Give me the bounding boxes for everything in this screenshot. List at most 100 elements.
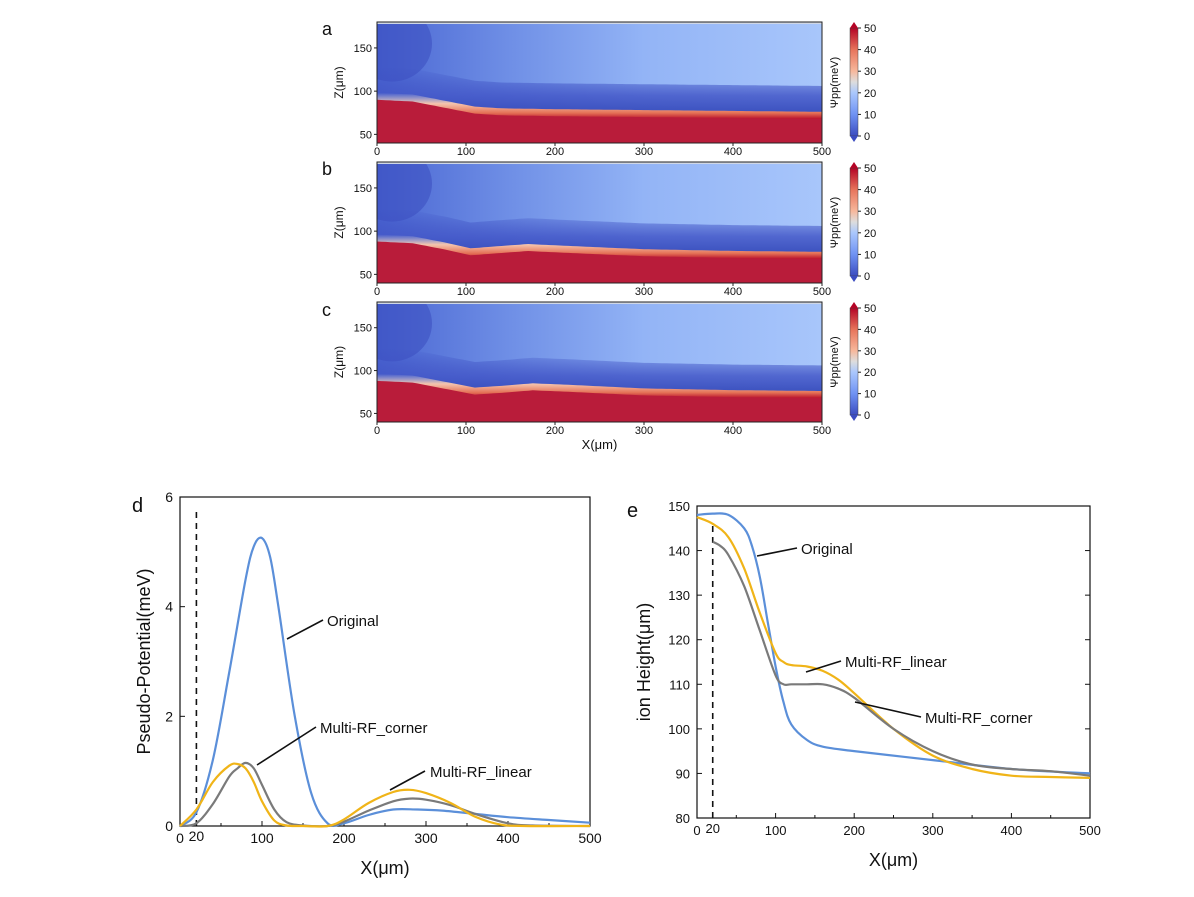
x-tick-label: 500 xyxy=(813,146,831,158)
x-tick-label: 200 xyxy=(843,823,865,838)
colorbar-tick-label: 30 xyxy=(864,206,876,218)
colorbar-tick-label: 20 xyxy=(864,88,876,100)
x-tick-label: 0 xyxy=(374,425,380,437)
plot-frame xyxy=(376,161,823,284)
high-potential-region xyxy=(377,241,822,283)
y-tick-label: 90 xyxy=(676,766,690,781)
y-tick-label: 130 xyxy=(668,588,690,603)
y-axis-label: Z(μm) xyxy=(332,66,346,98)
colorbar-arrow-top xyxy=(850,302,858,308)
x-tick-label: 100 xyxy=(457,286,475,298)
line-panel-e: 0 100 200 300 400 500 80 90 100 110 120 130 140 150 20… xyxy=(627,499,1101,870)
colorbar-arrow-top xyxy=(850,22,858,28)
line-panel-d: 0 100 200 300 400 500 0 2 4 6 20 Original Multi-RF_c… xyxy=(132,489,602,878)
colorbar-tick-label: 50 xyxy=(864,303,876,315)
top-edge xyxy=(377,162,822,164)
panel-letter: a xyxy=(322,19,333,39)
dark-lobe xyxy=(377,302,432,362)
heatmap-field xyxy=(377,22,822,143)
colorbar-tick-label: 10 xyxy=(864,249,876,261)
low-potential-band xyxy=(377,348,822,398)
dark-lobe xyxy=(377,22,432,82)
y-tick-label: 100 xyxy=(354,86,372,98)
x-tick-label: 500 xyxy=(813,425,831,437)
colorbar-tick-label: 0 xyxy=(864,271,870,283)
x-tick-label: 100 xyxy=(457,425,475,437)
panel-letter: d xyxy=(132,495,143,517)
x-tick-label: 100 xyxy=(765,823,787,838)
series-line xyxy=(179,536,591,827)
series-line xyxy=(696,512,1091,775)
annotation-leader xyxy=(256,726,317,766)
annotation-leader xyxy=(805,660,842,673)
y-axis-label: ion Height(μm) xyxy=(634,603,654,721)
x-tick-label: 200 xyxy=(546,425,564,437)
heatmap-panel-a: 0 100 200 300 400 500 50 100 150 Z(μm) a 0 10 20 30 40 5… xyxy=(322,19,876,158)
annotation-label: Multi-RF_linear xyxy=(430,764,532,781)
colorbar-label: Ψpp(meV) xyxy=(829,336,841,387)
colorbar-label: Ψpp(meV) xyxy=(829,57,841,108)
y-tick-label: 100 xyxy=(354,366,372,378)
y-tick-label: 4 xyxy=(165,599,173,615)
plot-frame xyxy=(376,301,823,423)
annotation-label: Multi-RF_linear xyxy=(845,654,947,671)
colorbar-tick-label: 0 xyxy=(864,131,870,143)
colorbar-tick-label: 40 xyxy=(864,324,876,336)
y-axis-label: Z(μm) xyxy=(332,346,346,378)
heatmap-field xyxy=(377,162,822,283)
colorbar-tick-label: 30 xyxy=(864,66,876,78)
y-tick-label: 140 xyxy=(668,544,690,559)
colorbar-tick-label: 20 xyxy=(864,228,876,240)
x-tick-label: 400 xyxy=(1001,823,1023,838)
y-axis-label: Z(μm) xyxy=(332,206,346,238)
x-tick-label: 400 xyxy=(496,830,520,846)
high-potential-region xyxy=(377,380,822,422)
x-axis-label: X(μm) xyxy=(582,437,618,452)
x-tick-label: 200 xyxy=(546,146,564,158)
y-tick-label: 120 xyxy=(668,633,690,648)
extra-tick-label: 20 xyxy=(705,821,719,836)
x-tick-label: 100 xyxy=(457,146,475,158)
x-tick-label: 300 xyxy=(635,146,653,158)
x-tick-label: 0 xyxy=(176,830,184,846)
colorbar-tick-label: 30 xyxy=(864,346,876,358)
colorbar-label: Ψpp(meV) xyxy=(829,197,841,248)
extra-tick-label: 20 xyxy=(189,828,205,844)
low-potential-band xyxy=(377,208,822,259)
top-edge xyxy=(377,302,822,304)
annotation-label: Original xyxy=(327,613,379,630)
colorbar-arrow-bottom xyxy=(850,136,858,142)
annotation-leader xyxy=(286,619,324,640)
heatmap-panel-b: 0 100 200 300 400 500 50 100 150 Z(μm) b 0 10 20 30 40 5… xyxy=(322,159,876,298)
colorbar-tick-label: 40 xyxy=(864,185,876,197)
x-tick-label: 300 xyxy=(922,823,944,838)
annotation-leader xyxy=(756,547,798,557)
heatmap-field xyxy=(377,302,822,422)
series-line xyxy=(696,516,1091,779)
high-potential-region xyxy=(377,99,822,143)
plot-frame xyxy=(376,21,823,144)
annotation-label: Multi-RF_corner xyxy=(320,720,428,737)
colorbar-arrow-bottom xyxy=(850,276,858,282)
panel-letter: e xyxy=(627,500,638,522)
y-tick-label: 0 xyxy=(165,818,173,834)
colorbar-tick-label: 50 xyxy=(864,23,876,35)
x-tick-label: 500 xyxy=(813,286,831,298)
colorbar-tick-label: 50 xyxy=(864,163,876,175)
colorbar xyxy=(849,307,859,416)
colorbar-arrow-bottom xyxy=(850,415,858,421)
series-line xyxy=(179,762,591,828)
x-tick-label: 0 xyxy=(374,146,380,158)
y-tick-label: 50 xyxy=(360,408,372,420)
colorbar-arrow-top xyxy=(850,162,858,168)
low-potential-band xyxy=(377,66,822,119)
x-tick-label: 300 xyxy=(414,830,438,846)
y-tick-label: 100 xyxy=(354,226,372,238)
x-axis-label: X(μm) xyxy=(869,850,918,870)
panel-letter: b xyxy=(322,159,332,179)
y-tick-label: 50 xyxy=(360,269,372,281)
y-tick-label: 80 xyxy=(676,811,690,826)
annotation-label: Original xyxy=(801,541,853,558)
y-tick-label: 150 xyxy=(354,323,372,335)
